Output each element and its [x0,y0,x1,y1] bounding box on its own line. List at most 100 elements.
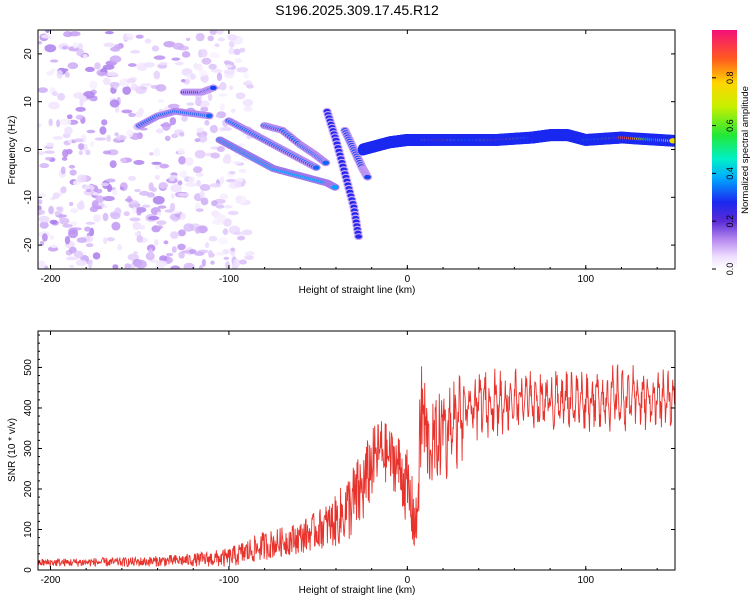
noise-blob [228,47,235,55]
noise-blob [68,246,77,254]
noise-blob [89,80,98,90]
noise-blob [207,93,213,102]
noise-blob [93,214,102,223]
noise-blob [38,260,46,269]
noise-blob [44,150,56,154]
noise-blob [222,228,229,235]
noise-blob [148,259,159,263]
spectrogram-x-label: Height of straight line (km) [299,285,416,296]
noise-blob [39,221,49,229]
noise-blob [169,202,176,212]
noise-blob [228,40,235,48]
noise-blob [101,119,108,126]
noise-blob [159,163,170,169]
signal-core [331,185,339,190]
noise-blob [179,170,188,178]
noise-blob [69,169,77,176]
chart-title: S196.2025.309.17.45.R12 [275,2,439,18]
noise-blob [60,186,67,194]
noise-blob [103,42,115,48]
noise-blob [235,58,243,64]
noise-blob [76,202,85,211]
noise-blob [52,192,60,199]
noise-blob [89,141,95,147]
x-tick-label: -100 [219,274,239,285]
signal-core [209,85,217,91]
noise-blob [171,246,177,253]
noise-blob [155,260,168,267]
noise-blob [193,166,203,174]
noise-blob [86,129,96,134]
noise-blob [95,195,105,203]
noise-blob [219,103,225,111]
noise-blob [195,226,201,234]
noise-blob [88,260,93,269]
snr-y-label: SNR (10 * v/v) [7,418,18,482]
noise-blob [106,134,111,142]
noise-blob [186,37,191,41]
noise-blob [69,201,74,207]
noise-blob [246,84,254,89]
noise-blob [104,31,114,35]
x-tick-label: 0 [405,274,411,285]
x-tick-label: 100 [577,274,594,285]
noise-blob [193,251,205,256]
noise-blob [222,218,232,227]
signal-core [205,113,213,118]
noise-blob [177,148,185,155]
noise-blob [56,119,61,128]
noise-blob [159,62,168,66]
noise-blob [195,172,204,177]
noise-blob [49,219,58,225]
noise-blob [106,183,113,193]
noise-blob [76,48,85,57]
spectrogram-steep-streak [322,107,364,241]
noise-blob [64,126,73,135]
noise-blob [126,129,134,138]
noise-blob [177,180,183,186]
noise-blob [170,193,175,199]
noise-blob [109,99,120,108]
noise-blob [238,143,245,147]
noise-blob [121,109,133,114]
noise-blob [76,237,87,243]
noise-blob [164,209,174,213]
noise-blob [38,87,48,93]
noise-blob [38,40,43,45]
y-tick-label: -20 [23,237,34,252]
signal-core [355,234,362,239]
noise-blob [181,51,191,58]
noise-blob [112,264,119,269]
noise-blob [178,156,186,165]
noise-blob [153,55,166,60]
noise-blob [201,57,212,65]
noise-blob [40,34,52,39]
noise-blob [91,200,99,209]
colorbar: 0.0 0.2 0.4 0.6 0.8 Normalized spectral ampl… [712,30,750,275]
noise-blob [198,264,204,269]
noise-blob [65,256,76,261]
noise-blob [155,164,160,170]
snr-marks [38,364,675,568]
noise-blob [86,188,92,193]
noise-blob [227,210,239,216]
spectrogram-x-axis: -200 -100 0 100 [40,30,658,285]
noise-blob [244,80,253,85]
snr-panel: -200 -100 0 100 0 100 200 300 400 500 Height of … [7,330,676,596]
noise-blob [204,119,210,126]
noise-blob [243,106,253,112]
noise-blob [119,186,124,190]
noise-blob [132,206,137,214]
x-tick-label: -100 [219,575,239,586]
spectrogram-tone-line-1 [135,107,214,130]
noise-blob [154,174,160,181]
noise-blob [208,235,218,242]
noise-blob [228,170,236,175]
noise-blob [195,208,204,212]
noise-blob [242,229,253,236]
noise-blob [199,183,211,192]
noise-blob [161,121,171,131]
noise-blob [217,37,225,42]
noise-blob [199,48,208,58]
